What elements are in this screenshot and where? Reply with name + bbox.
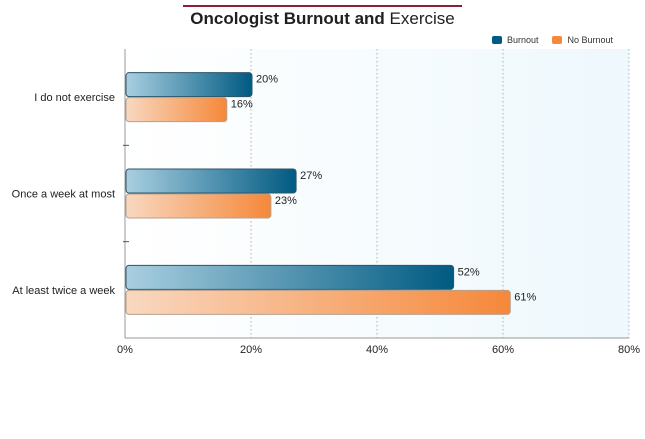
- legend-swatch-no-burnout: [552, 36, 563, 44]
- title-rule: [183, 5, 462, 7]
- bar-no-burnout-2: [125, 289, 511, 315]
- bar-no-burnout-1: [125, 193, 272, 219]
- x-tick-label-40: 40%: [366, 344, 388, 356]
- chart-title-bold: Oncologist Burnout and: [190, 9, 385, 28]
- bar-burnout-2: [125, 264, 455, 290]
- data-label-no-burnout-0: 16%: [231, 99, 253, 111]
- x-tick-label-0: 0%: [117, 344, 133, 356]
- category-label-0: I do not exercise: [34, 92, 115, 104]
- legend-item-burnout: Burnout: [491, 35, 539, 45]
- chart-title: Oncologist Burnout and Exercise: [0, 9, 645, 29]
- legend-label-burnout: Burnout: [506, 35, 539, 45]
- data-label-burnout-1: 27%: [300, 170, 322, 182]
- category-label-1: Once a week at most: [12, 189, 115, 201]
- legend-item-no-burnout: No Burnout: [552, 35, 613, 45]
- data-label-no-burnout-1: 23%: [275, 195, 297, 207]
- legend: Burnout No Burnout: [491, 35, 613, 45]
- x-tick-label-20: 20%: [240, 344, 262, 356]
- category-label-2: At least twice a week: [12, 285, 115, 297]
- data-label-burnout-2: 52%: [458, 266, 480, 278]
- bar-no-burnout-0: [125, 97, 228, 123]
- legend-label-no-burnout: No Burnout: [567, 35, 613, 45]
- bar-burnout-1: [125, 168, 297, 194]
- bar-burnout-0: [125, 72, 253, 98]
- data-label-burnout-0: 20%: [256, 74, 278, 86]
- data-label-no-burnout-2: 61%: [514, 291, 536, 303]
- x-tick-label-80: 80%: [618, 344, 640, 356]
- legend-swatch-burnout: [491, 36, 502, 44]
- x-tick-label-60: 60%: [492, 344, 514, 356]
- chart-title-light: Exercise: [389, 9, 455, 28]
